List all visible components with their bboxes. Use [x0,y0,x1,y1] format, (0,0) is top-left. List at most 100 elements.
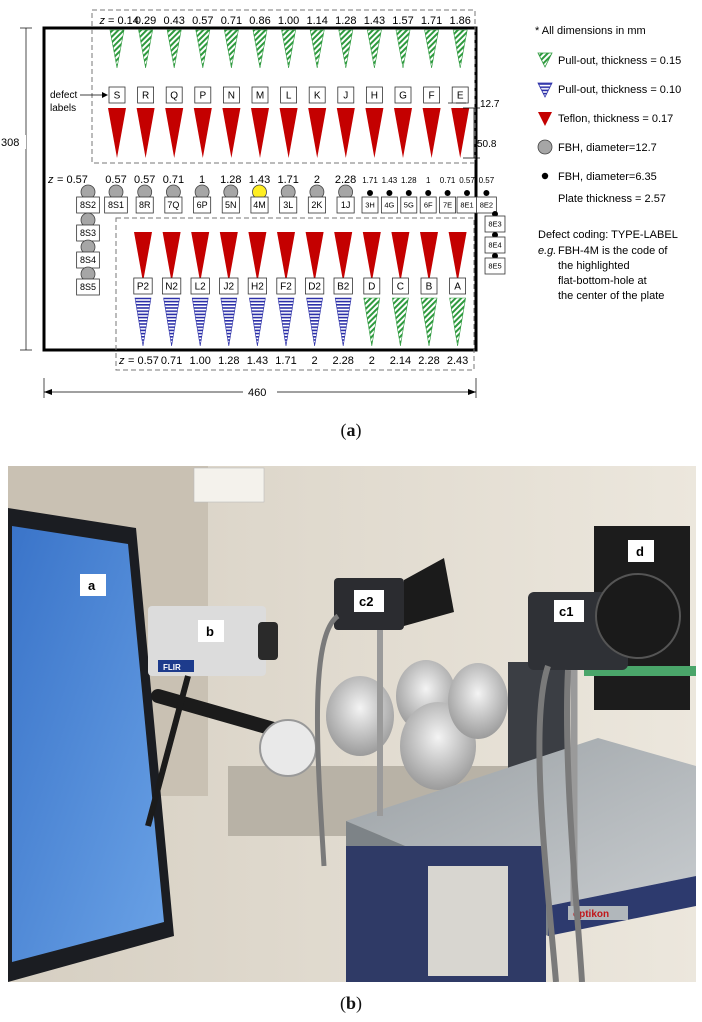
desk-fan [259,719,317,777]
fbh-small-label: 8E2 [480,201,493,210]
teflon-triangle [448,232,467,282]
pullout-015-triangle [420,297,438,347]
teflon-triangle [279,108,298,158]
z-top-prefix: z [99,15,106,27]
z-top-value: = 0.14 [108,15,139,27]
dim-460-label: 460 [248,387,266,399]
teflon-triangle [219,232,238,282]
z-top-value: 1.28 [335,15,356,27]
dim-460-arrow-left [44,389,52,395]
defect-label: B2 [337,282,350,293]
label-box-c2 [354,590,384,612]
bottom-group-box [115,217,475,371]
defect-label: Q [170,91,178,102]
optikon-logo: optikon [573,909,609,920]
defect-label-box [194,86,212,104]
fbh-small-circle [492,253,498,259]
z-top-value: 0.43 [163,15,184,27]
pullout-015-triangle [424,29,439,69]
fbh-small-circle [386,190,393,196]
pullout-015-triangle [224,29,239,69]
fbh-label: 6P [197,200,208,210]
defect-label: R [142,91,149,102]
fbh-left-column: 8S3 8S4 8S5 [76,212,100,296]
fbh-label: 4M [253,200,266,210]
coding-line-3: flat-bottom-hole at [558,275,647,287]
fbh-label: 8R [139,200,151,210]
coding-title: Defect coding: TYPE-LABEL [538,229,678,241]
legend-plate-thickness: Plate thickness = 2.57 [558,193,666,205]
z-values-top: z = 0.140.29 0.43 0.57 0.71 0.86 1.00 1.14 1.28 1… [99,15,471,27]
experimental-setup-photo: optikon FLIR [8,466,696,982]
fbh-label-box [135,196,154,214]
monitor-screen [12,526,164,962]
z-bottom-prefix: z [118,355,125,367]
electronics-rack [428,866,508,976]
fbh-label-box [76,278,100,296]
dim-50-8-label: 50.8 [477,139,497,150]
fbh-small-circle [367,190,373,196]
coding-eg: e.g. [538,245,556,257]
teflon-triangle [222,108,241,158]
coding-line-4: the center of the plate [558,290,664,302]
caption-b: (b) [339,993,362,1013]
label-b: b [206,624,214,639]
fbh-small-label: 8E5 [488,262,501,271]
pullout-010-triangle [277,297,295,347]
fbh-label-box [250,196,269,214]
pullout-015-triangle [338,29,354,69]
z-top-value: 0.86 [249,15,270,27]
defect-label: P [199,91,206,102]
legend-green-hatch-icon [537,52,553,68]
fbh-small-label: 4G [384,201,394,210]
z-values-bottom: z = 0.57 0.71 1.00 1.28 1.43 1.71 2 2.28 2 2.14 2.2… [118,355,468,367]
defect-label: N2 [165,282,178,293]
defect-label: H2 [251,282,264,293]
defect-label: D2 [308,282,321,293]
defect-labels-annotation-line1: defect [50,90,77,101]
defect-label: C [397,282,404,293]
z-mid-value: 0.57 [105,174,126,186]
defect-label: A [454,282,461,293]
z-mid-value: 1 [199,174,205,186]
pullout-015-triangle [363,297,381,347]
defect-label-box [365,86,383,104]
label-d: d [636,544,644,559]
label-box-c1 [554,600,584,622]
fbh-small-label-box [439,196,457,214]
teflon-triangle [422,108,441,158]
defect-label: K [314,91,321,102]
z-top-value: 1.86 [449,15,470,27]
pullout-010-triangle [191,297,209,347]
z-bottom-value: 2 [312,355,318,367]
defect-label-box [337,86,355,104]
legend-item-fbh-635: FBH, diameter=6.35 [558,171,657,183]
fbh-small-label: 3H [365,201,375,210]
z-values-middle: z = 0.57 0.57 0.57 0.71 1 1.28 1.43 1.71 2 2.28 1.7… [47,174,495,186]
pullout-010-triangle [306,297,323,347]
fbh-small-label-box [419,196,437,214]
defect-label-box [161,277,182,295]
defect-label-box [137,86,155,104]
fbh-small-label: 5G [404,201,414,210]
z-bottom-value: 2.43 [447,355,468,367]
teflon-triangle [308,108,327,158]
defect-label: N [228,91,235,102]
legend-blue-hatch-icon [537,82,553,98]
pullout-010-triangle [220,297,238,347]
z-top-value: 1.00 [278,15,299,27]
fbh-small-label-box [361,196,379,214]
defect-label-box [108,86,126,104]
fbh-small-circle [464,190,470,196]
fbh-label-box [307,196,326,214]
pullout-015-triangle [138,29,153,69]
fbh-label: 8S3 [80,228,96,238]
defect-label: L2 [195,282,207,293]
pullout-bottom-row [134,297,466,347]
label-c1: c1 [559,604,573,619]
teflon-triangle [162,232,181,282]
pullout-015-triangle [109,29,125,69]
defect-label-box [449,277,467,295]
plate-diagram: z = 0.140.29 0.43 0.57 0.71 0.86 1.00 1.14 1.28 1… [0,9,681,399]
teflon-triangle [336,108,355,158]
